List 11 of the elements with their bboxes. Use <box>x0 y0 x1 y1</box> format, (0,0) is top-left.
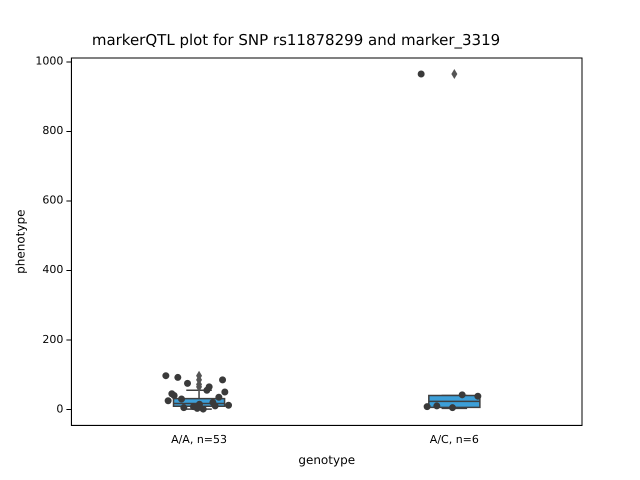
y-tick-label: 200 <box>42 332 64 346</box>
x-tick-label: A/A, n=53 <box>171 432 228 446</box>
chart-title: markerQTL plot for SNP rs11878299 and marker_3319 <box>92 30 500 49</box>
y-tick-label: 0 <box>56 402 64 416</box>
y-tick-label: 800 <box>42 124 64 138</box>
y-tick-label: 600 <box>42 194 64 207</box>
y-tick-label: 1000 <box>35 54 64 68</box>
x-tick-label: A/C, n=6 <box>430 432 479 446</box>
x-axis-title: genotype <box>298 452 356 467</box>
y-axis-title: phenotype <box>13 210 28 274</box>
y-tick-label: 400 <box>42 263 64 276</box>
